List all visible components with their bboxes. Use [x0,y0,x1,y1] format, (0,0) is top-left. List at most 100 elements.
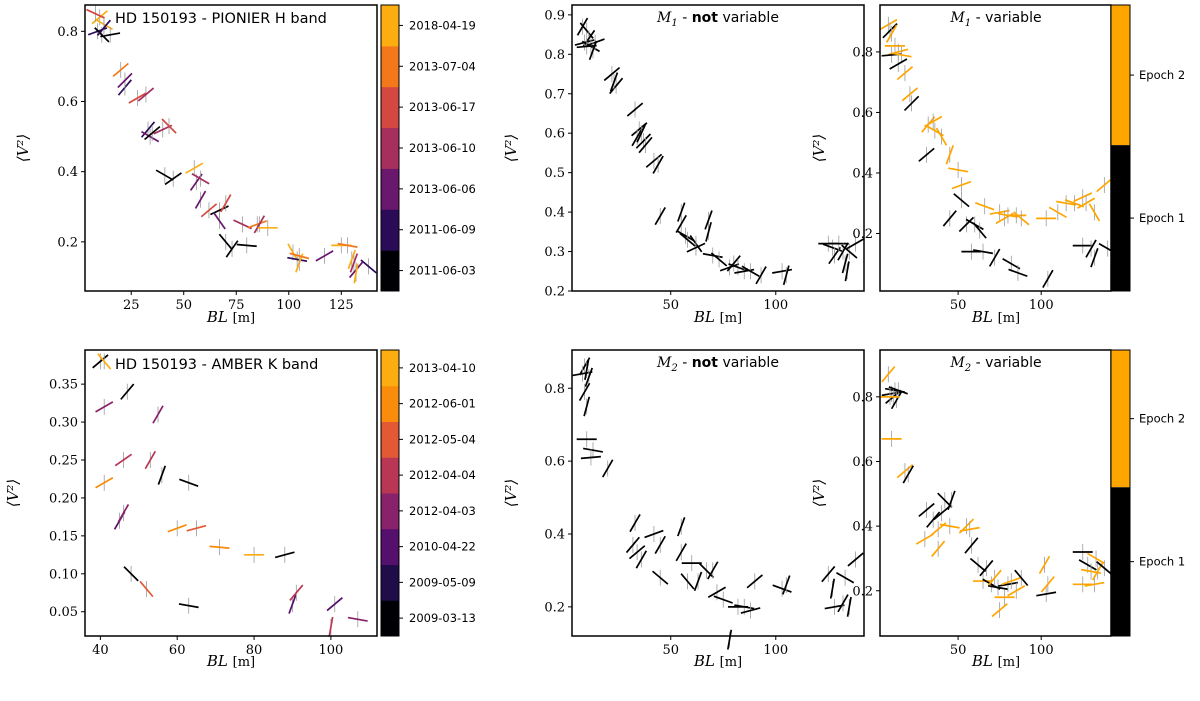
data-point [740,607,761,614]
data-point [782,575,791,595]
data-point [896,66,914,81]
data-point [289,584,304,601]
data-point [164,172,182,186]
colorbar-segment [1111,5,1130,146]
data-point [755,266,767,285]
x-tick-label: 80 [246,643,263,658]
data-point [1042,269,1054,288]
data-point [178,603,199,609]
data-point [152,405,164,424]
panel-amber: HD 150193 - AMBER K band 40 60 80 100 0.050… [4,349,476,670]
data-point [578,382,591,401]
colorbar-label: 2011-06-03 [409,264,476,278]
data-point [953,193,970,208]
colorbar-label: 2012-06-01 [409,397,476,411]
data-point [128,92,147,104]
data-point [888,386,908,395]
axes-frame [879,349,1112,637]
plot-area-pionier [86,5,377,284]
data-point [157,465,167,485]
y-tick-labels: 0.05 0.10 0.15 0.20 0.25 0.30 0.35 [49,378,85,620]
data-point [676,230,695,242]
data-point [609,77,624,95]
data-point [139,580,154,598]
y-tick-label: 0.3 [544,245,565,260]
panel-pionier: HD 150193 - PIONIER H band 25 50 75 100 125 … [14,4,476,326]
panel-m2-not-variable: M2 - not variable 50 100 0.2 0.4 0.6 0.8 BL … [502,349,865,670]
data-point [987,584,1008,591]
data-point [114,453,133,467]
colorbar-label: Epoch 1 [1139,211,1185,225]
y-tick-label: 0.6 [852,106,873,121]
colorbar-segment [381,209,399,251]
data-point [328,616,334,637]
data-point [896,464,914,479]
data-point [958,216,975,233]
colorbar-epochs-m1: Epoch 1 Epoch 2 [1110,4,1185,292]
data-point [991,603,1008,618]
plot-area-amber [92,353,368,637]
data-point [997,581,1018,587]
x-axis-label: BL [m] [971,652,1020,670]
data-point [94,27,110,43]
data-point [741,265,760,278]
y-tick-label: 0.4 [57,165,78,180]
plot-area-m2-variable [879,366,1113,619]
data-point [926,511,941,528]
y-axis-label: ⟨V²⟩ [810,479,828,508]
x-tick-labels: 50 100 [662,636,788,658]
colorbar-pionier-dates: 2011-06-03 2011-06-09 2013-06-06 2013-06-10… [380,4,476,292]
x-tick-label: 60 [169,643,186,658]
data-point [96,19,111,37]
x-tick-labels: 50 100 [950,291,1054,313]
colorbar-segment [381,600,399,637]
data-point [576,44,597,49]
panel-m1-variable: M1 - variable 50 100 0.20.40.60.8 BL [m] … [810,4,1185,326]
colorbar-label: Epoch 2 [1139,412,1185,426]
axes-frame [879,4,1112,292]
data-point [584,360,590,381]
data-point [1014,569,1029,587]
data-point [1086,552,1106,565]
data-point [584,367,594,388]
data-point [680,573,695,590]
plot-title-m1-not-variable: M1 - not variable [656,10,779,29]
data-point [746,574,763,589]
x-axis-label: BL [m] [693,308,742,326]
x-tick-label: 100 [1029,298,1054,313]
data-point [185,162,204,174]
data-point [349,253,359,273]
data-point [91,10,108,25]
x-tick-label: 100 [763,298,788,313]
data-point [979,559,994,577]
data-point [583,447,604,453]
colorbar-epochs-m2: Epoch 1 Epoch 2 [1110,349,1185,637]
x-tick-label: 50 [662,298,679,313]
data-point [837,594,849,613]
colorbar-label: 2012-05-04 [409,432,476,446]
y-tick-label: 0.8 [544,48,565,63]
y-tick-label: 0.4 [544,206,565,221]
colorbar-segment [381,250,399,292]
colorbar-segment [381,457,399,494]
data-point [959,526,980,532]
y-tick-label: 0.2 [544,285,565,300]
data-point [704,210,713,230]
data-point [846,596,852,617]
data-point [1085,239,1097,258]
colorbar-label: 2018-04-19 [409,18,476,32]
y-tick-label: 0.20 [49,491,78,506]
data-point [220,194,232,213]
y-tick-label: 0.10 [49,567,78,582]
data-point [891,52,912,58]
data-point [628,545,646,560]
data-point [92,354,109,369]
colorbar-segment [381,528,399,565]
data-point [583,396,591,417]
y-tick-label: 0.4 [544,527,565,542]
data-point [1096,561,1113,576]
x-tick-label: 100 [1029,643,1054,658]
data-point [705,221,712,242]
y-tick-labels: 0.2 0.4 0.6 0.8 [544,382,572,615]
